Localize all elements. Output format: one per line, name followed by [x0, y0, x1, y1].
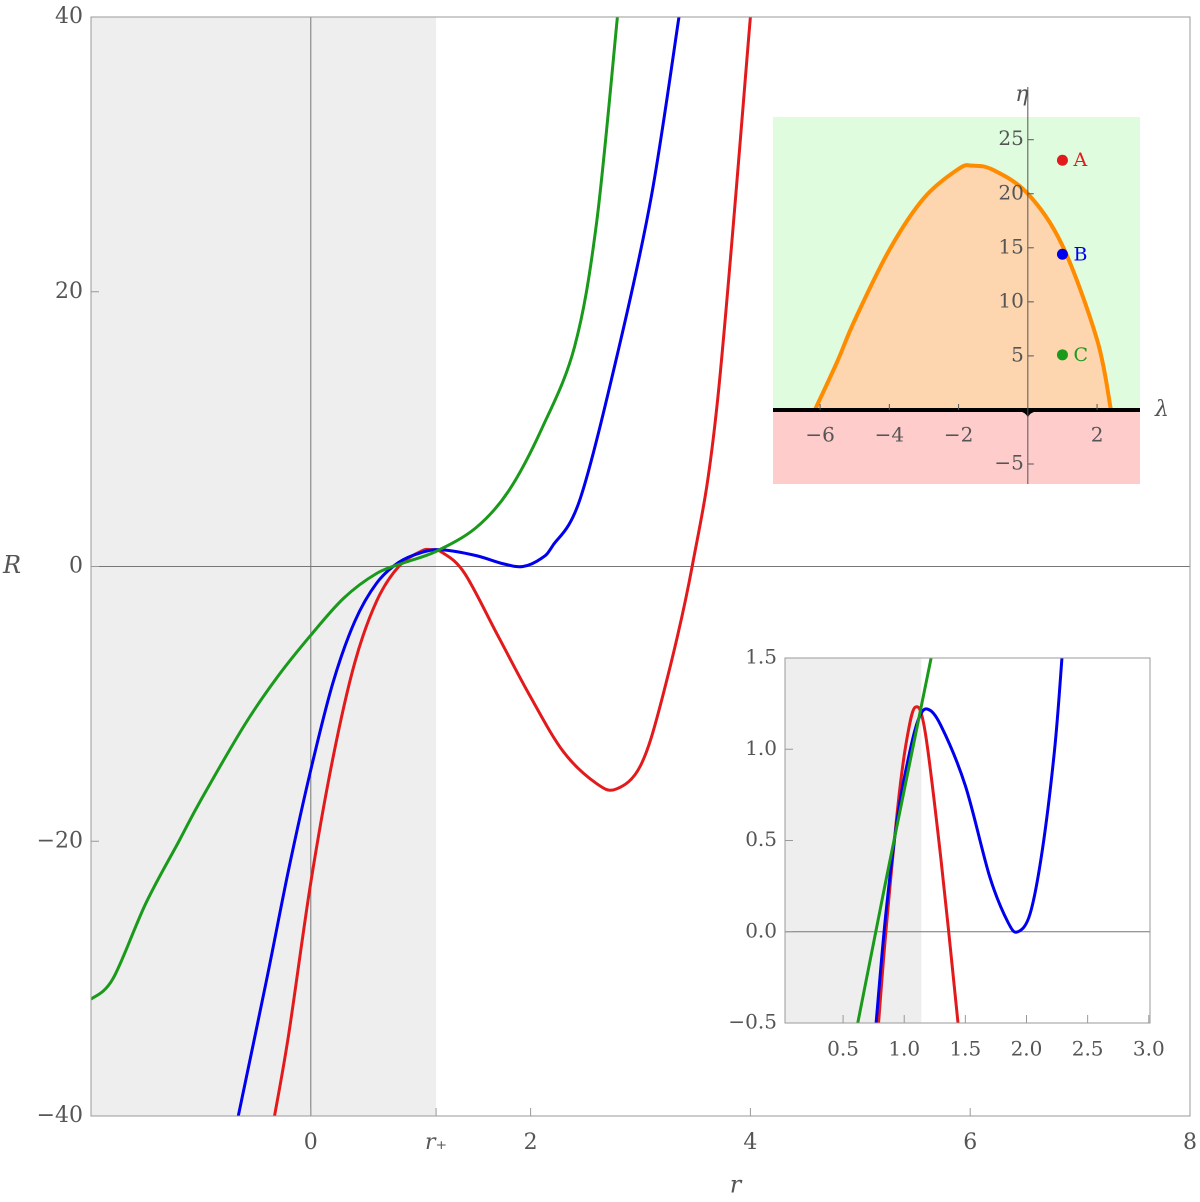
y-tick-label: −5: [994, 451, 1023, 475]
shaded-region: [785, 658, 922, 1023]
x-tick-label: 0: [304, 1130, 318, 1155]
y-tick-label: 0: [69, 554, 83, 579]
y-tick-label: 0.5: [745, 827, 777, 851]
chart-2: 0.5 1.0 1.5 2.0 2.5 3.0 −0.5 0.0 0.5 1.0 1.5: [728, 645, 1164, 1061]
point-label: C: [1073, 344, 1088, 366]
curve: [91, 17, 619, 1001]
point: [1056, 349, 1068, 361]
y-tick-label: 1.5: [745, 645, 777, 669]
x-tick-label: 2: [524, 1130, 538, 1155]
x-tick-label: 0.5: [827, 1037, 859, 1061]
x-tick-label: −6: [805, 422, 834, 446]
y-tick-label: 20: [55, 279, 83, 304]
y-tick-label: 10: [998, 288, 1023, 312]
y-tick-label: 40: [55, 4, 83, 29]
curve: [877, 705, 960, 1023]
x-tick-label: 2: [1091, 422, 1104, 446]
y-tick-label: 20: [998, 180, 1023, 204]
y-tick-label: −20: [37, 828, 83, 853]
x-axis-label: λ: [1154, 397, 1169, 422]
x-tick-label: 8: [1183, 1130, 1197, 1155]
x-tick-label: r₊: [425, 1130, 447, 1155]
plot-area: [785, 658, 1150, 1023]
x-axis-label: r: [730, 1171, 743, 1199]
y-tick-label: 0.0: [745, 918, 777, 942]
x-tick-label: 2.5: [1072, 1037, 1104, 1061]
region-boundary: [813, 163, 1113, 411]
region-below: [773, 409, 1140, 484]
x-tick-label: −4: [875, 422, 904, 446]
region-inside: [814, 165, 1111, 410]
y-tick-label: −0.5: [728, 1010, 777, 1034]
y-tick-label: 15: [998, 234, 1023, 258]
point-label: B: [1073, 243, 1087, 265]
y-tick-label: 25: [998, 126, 1023, 150]
point: [1056, 248, 1068, 260]
chart-1: −6 −4 −2 2 −5 5 10 15 20 25 λ η A B C: [773, 82, 1169, 484]
curve: [236, 17, 681, 1116]
x-tick-label: 1.0: [888, 1037, 920, 1061]
y-tick-label: −40: [37, 1103, 83, 1128]
y-tick-label: 5: [1011, 342, 1024, 366]
curve: [856, 658, 933, 1023]
curve: [273, 17, 752, 1116]
y-tick-label: 1.0: [745, 736, 777, 760]
x-tick-label: 3.0: [1133, 1037, 1165, 1061]
point: [1056, 154, 1068, 166]
x-tick-label: 1.5: [949, 1037, 981, 1061]
y-axis-label: R: [2, 551, 21, 579]
plot-area: [773, 117, 1140, 484]
point-label: A: [1072, 149, 1087, 171]
x-tick-label: 4: [743, 1130, 757, 1155]
y-axis-label: η: [1015, 82, 1028, 107]
x-tick-label: 6: [963, 1130, 977, 1155]
x-tick-label: −2: [944, 422, 973, 446]
x-tick-label: 2.0: [1011, 1037, 1043, 1061]
